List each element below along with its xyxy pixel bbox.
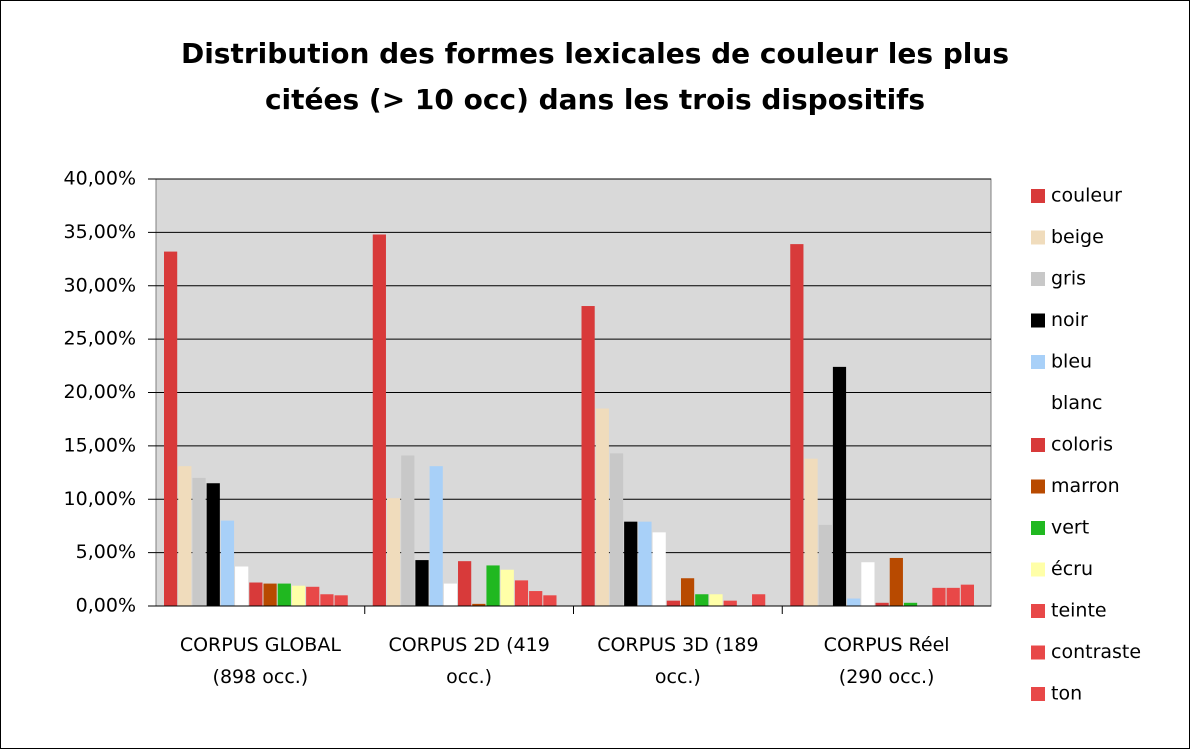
bar (695, 594, 709, 606)
bar (903, 602, 918, 606)
legend-label: contraste (1051, 641, 1141, 663)
legend-swatch (1031, 272, 1045, 286)
bar (443, 583, 458, 606)
legend-label: coloris (1051, 434, 1113, 456)
y-tick-label: 10,00% (64, 488, 136, 510)
bar (946, 587, 960, 606)
x-tick-label: CORPUS GLOBAL (898 occ.) (179, 634, 341, 688)
y-tick-label: 30,00% (64, 274, 136, 296)
bar (752, 594, 766, 606)
bar (609, 453, 624, 606)
bar (306, 586, 320, 606)
bar (861, 562, 875, 606)
bar (334, 595, 348, 606)
bar (581, 306, 595, 606)
legend-label: bleu (1051, 351, 1092, 373)
bar (847, 598, 861, 606)
legend-label: gris (1051, 268, 1086, 290)
y-tick-label: 40,00% (64, 168, 136, 190)
legend-swatch (1031, 230, 1045, 245)
bar (192, 477, 206, 606)
bar (680, 578, 695, 606)
bar (235, 566, 249, 606)
x-tick-label: CORPUS 3D (189 occ.) (597, 634, 759, 688)
bar (529, 591, 543, 606)
bar (709, 594, 723, 606)
legend-label: couleur (1051, 185, 1122, 207)
bar (790, 244, 804, 606)
bar (415, 560, 429, 606)
bar (472, 603, 486, 606)
bar (723, 600, 737, 606)
bar (206, 483, 220, 606)
bar (804, 458, 818, 606)
bar (875, 602, 889, 606)
legend-swatch (1031, 355, 1045, 369)
legend-label: marron (1051, 475, 1120, 497)
bar (263, 583, 277, 606)
y-tick-label: 0,00% (76, 595, 136, 617)
bar (595, 408, 609, 606)
legend-swatch (1031, 396, 1045, 411)
bar (320, 594, 334, 606)
x-tick-label: CORPUS Réel (290 occ.) (823, 634, 950, 688)
legend-label: ton (1051, 683, 1082, 705)
bar (486, 565, 500, 606)
bar (818, 524, 832, 606)
legend-label: beige (1051, 226, 1104, 248)
chart-title: Distribution des formes lexicales de cou… (180, 37, 1010, 116)
legend-label: écru (1051, 558, 1093, 580)
legend-swatch (1031, 438, 1045, 452)
legend-label: noir (1051, 309, 1088, 331)
bar (889, 557, 903, 606)
bar (220, 520, 235, 606)
bar (624, 521, 638, 606)
legend-swatch (1031, 479, 1045, 494)
bar (401, 455, 415, 606)
x-tick-label: CORPUS 2D (419 occ.) (388, 634, 550, 688)
bar (164, 251, 178, 606)
bar (832, 366, 847, 606)
bar (372, 234, 386, 606)
y-tick-label: 5,00% (76, 541, 136, 563)
bar (458, 561, 472, 606)
bar (500, 569, 514, 606)
bar (666, 600, 680, 606)
bar (386, 498, 401, 606)
bar (178, 466, 192, 606)
bar (291, 585, 306, 606)
bar (960, 584, 974, 606)
y-tick-label: 20,00% (64, 381, 136, 403)
legend-swatch (1031, 604, 1045, 618)
bar (932, 587, 946, 606)
legend-swatch (1031, 313, 1045, 328)
legend-swatch (1031, 521, 1045, 535)
bar (249, 582, 263, 606)
legend-label: teinte (1051, 600, 1107, 622)
legend-swatch (1031, 645, 1045, 660)
y-tick-label: 15,00% (64, 434, 136, 456)
y-tick-label: 35,00% (64, 221, 136, 243)
legend-swatch (1031, 562, 1045, 577)
bar (638, 521, 652, 606)
bar (429, 466, 443, 606)
y-tick-label: 25,00% (64, 328, 136, 350)
bar (277, 583, 291, 606)
legend-swatch (1031, 687, 1045, 701)
bar (543, 595, 557, 606)
legend-label: vert (1051, 517, 1089, 539)
bar (514, 580, 529, 606)
legend-label: blanc (1051, 392, 1102, 414)
legend-swatch (1031, 189, 1045, 203)
bar (652, 532, 666, 606)
